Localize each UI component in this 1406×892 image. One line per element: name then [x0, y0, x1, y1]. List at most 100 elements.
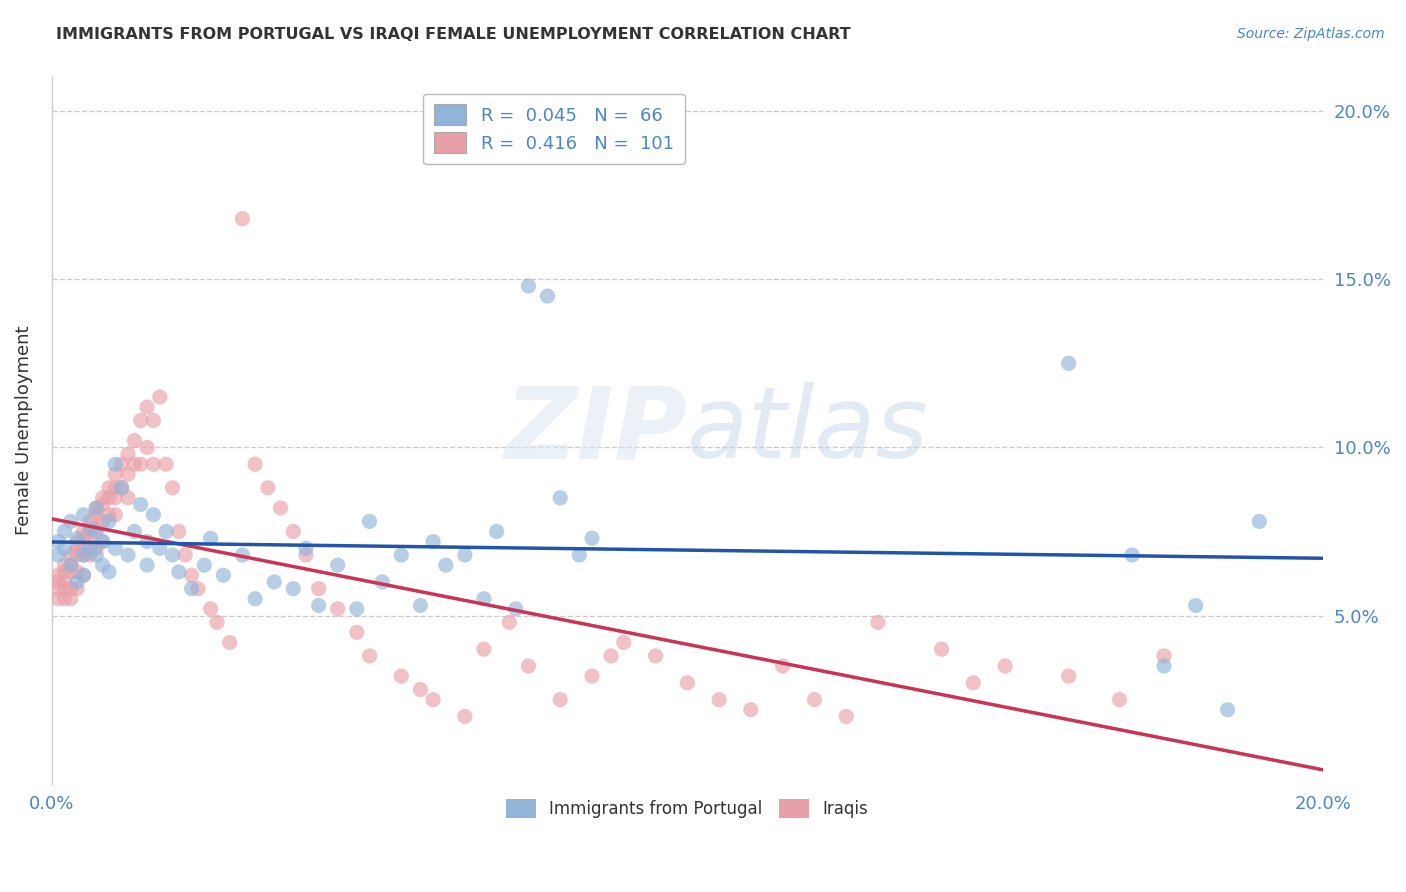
Point: [422, 692, 444, 706]
Point: [72, 531, 94, 545]
Point: [46, 568, 69, 582]
Point: [79, 534, 101, 549]
Point: [53, 565, 76, 579]
Point: [72, 568, 94, 582]
Point: [59, 548, 82, 562]
Point: [485, 524, 508, 539]
Point: [644, 648, 666, 663]
Point: [295, 541, 318, 556]
Point: [104, 467, 127, 482]
Point: [66, 548, 89, 562]
Point: [91, 498, 114, 512]
Point: [359, 515, 381, 529]
Point: [117, 447, 139, 461]
Point: [283, 582, 305, 596]
Point: [142, 508, 165, 522]
Point: [346, 625, 368, 640]
Point: [205, 615, 228, 630]
Point: [84, 500, 107, 515]
Point: [124, 434, 146, 448]
Point: [59, 558, 82, 573]
Point: [97, 565, 120, 579]
Point: [231, 548, 253, 562]
Point: [142, 413, 165, 427]
Point: [97, 515, 120, 529]
Point: [1153, 659, 1175, 673]
Point: [84, 541, 107, 556]
Point: [53, 558, 76, 573]
Point: [1216, 703, 1239, 717]
Point: [149, 541, 172, 556]
Point: [962, 676, 984, 690]
Point: [803, 692, 825, 706]
Point: [517, 279, 540, 293]
Point: [180, 582, 202, 596]
Point: [53, 591, 76, 606]
Point: [97, 481, 120, 495]
Point: [66, 574, 89, 589]
Point: [167, 524, 190, 539]
Point: [104, 457, 127, 471]
Point: [129, 498, 152, 512]
Text: atlas: atlas: [688, 382, 929, 479]
Point: [434, 558, 457, 573]
Point: [346, 602, 368, 616]
Point: [53, 574, 76, 589]
Point: [243, 591, 266, 606]
Point: [79, 515, 101, 529]
Point: [200, 602, 222, 616]
Point: [91, 534, 114, 549]
Point: [91, 558, 114, 573]
Point: [243, 457, 266, 471]
Point: [72, 568, 94, 582]
Point: [72, 548, 94, 562]
Point: [66, 541, 89, 556]
Point: [104, 481, 127, 495]
Point: [155, 457, 177, 471]
Point: [129, 413, 152, 427]
Point: [536, 289, 558, 303]
Point: [389, 548, 412, 562]
Point: [136, 534, 159, 549]
Point: [218, 635, 240, 649]
Point: [326, 602, 349, 616]
Point: [200, 531, 222, 545]
Point: [548, 692, 571, 706]
Point: [79, 524, 101, 539]
Point: [111, 481, 134, 495]
Point: [326, 558, 349, 573]
Point: [124, 524, 146, 539]
Point: [97, 508, 120, 522]
Point: [212, 568, 235, 582]
Point: [53, 524, 76, 539]
Point: [517, 659, 540, 673]
Point: [581, 669, 603, 683]
Point: [72, 524, 94, 539]
Point: [59, 582, 82, 596]
Point: [72, 508, 94, 522]
Point: [994, 659, 1017, 673]
Point: [97, 491, 120, 505]
Point: [155, 524, 177, 539]
Point: [117, 548, 139, 562]
Point: [263, 574, 285, 589]
Text: ZIP: ZIP: [505, 382, 688, 479]
Point: [149, 390, 172, 404]
Point: [72, 548, 94, 562]
Point: [613, 635, 636, 649]
Point: [111, 481, 134, 495]
Point: [84, 508, 107, 522]
Point: [1057, 669, 1080, 683]
Point: [66, 534, 89, 549]
Point: [72, 541, 94, 556]
Point: [835, 709, 858, 723]
Point: [84, 500, 107, 515]
Point: [59, 558, 82, 573]
Point: [104, 541, 127, 556]
Point: [1153, 648, 1175, 663]
Point: [111, 457, 134, 471]
Point: [167, 565, 190, 579]
Point: [409, 682, 432, 697]
Point: [117, 467, 139, 482]
Point: [283, 524, 305, 539]
